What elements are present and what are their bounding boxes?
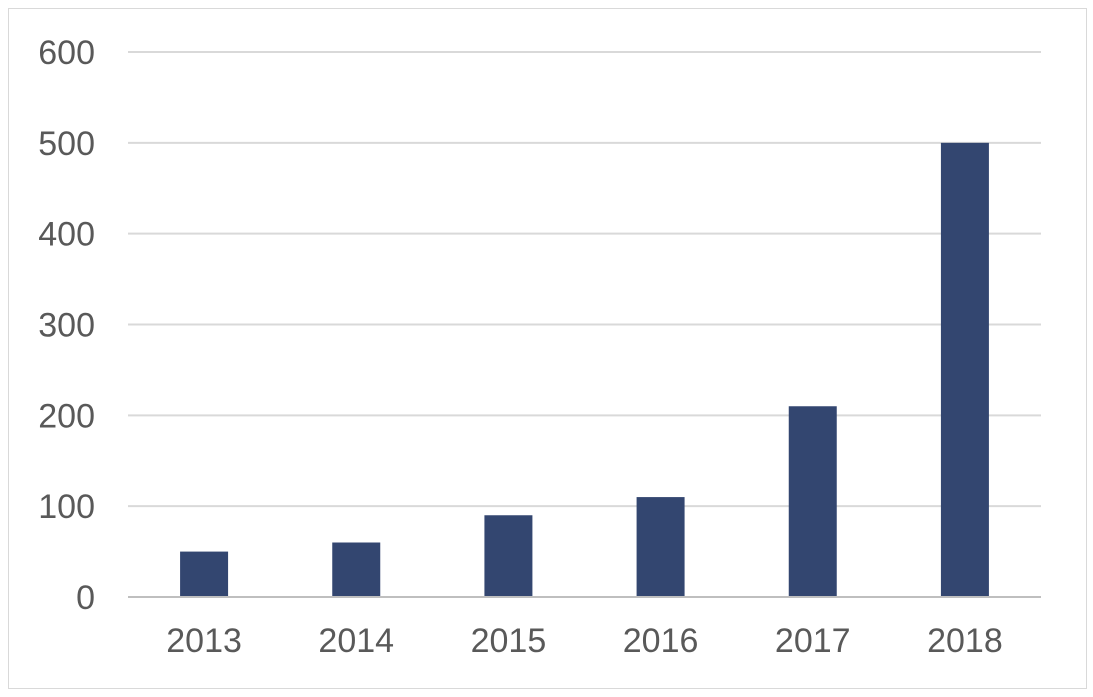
gridlines (128, 51, 1041, 508)
y-tick-label-500: 500 (38, 125, 95, 163)
bar-2013 (180, 551, 229, 597)
bar-2015 (484, 515, 533, 597)
bar-2016 (636, 497, 685, 597)
x-tick-label-2017: 2017 (775, 622, 851, 660)
y-tick-label-600: 600 (38, 34, 95, 72)
x-tick-label-2016: 2016 (623, 622, 699, 660)
y-tick-label-0: 0 (76, 579, 95, 617)
y-axis-tick-labels: 0 100 200 300 400 500 600 (38, 34, 95, 617)
bar-2017 (788, 406, 837, 597)
y-tick-label-400: 400 (38, 216, 95, 254)
x-tick-label-2015: 2015 (471, 622, 547, 660)
bars (180, 142, 989, 598)
bar-2014 (332, 542, 381, 597)
x-tick-label-2014: 2014 (318, 622, 394, 660)
y-tick-label-200: 200 (38, 397, 95, 435)
x-tick-label-2013: 2013 (166, 622, 242, 660)
y-tick-label-100: 100 (38, 488, 95, 526)
bar-2018 (940, 142, 989, 598)
x-axis-tick-labels: 2013 2014 2015 2016 2017 2018 (166, 622, 1002, 660)
y-tick-label-300: 300 (38, 307, 95, 345)
x-tick-label-2018: 2018 (927, 622, 1003, 660)
